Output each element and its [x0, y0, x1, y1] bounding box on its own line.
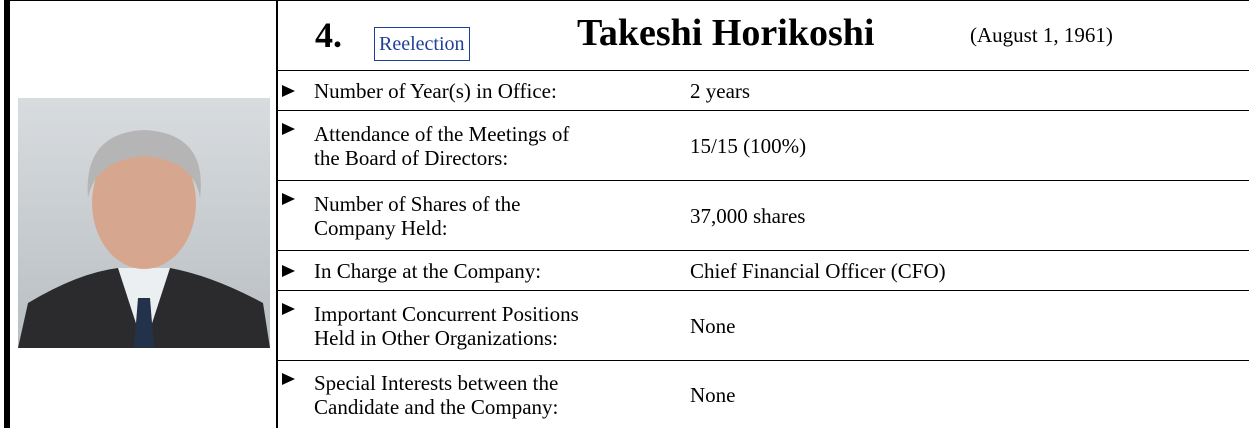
- arrow-icon: [282, 123, 295, 135]
- label-line: Special Interests between the: [314, 371, 684, 395]
- page: 4. Reelection Takeshi Horikoshi (August …: [0, 0, 1249, 428]
- label-line: Candidate and the Company:: [314, 395, 684, 419]
- label-line: Number of Shares of the: [314, 192, 684, 216]
- header: 4. Reelection Takeshi Horikoshi (August …: [277, 0, 1249, 70]
- reelection-tag: Reelection: [374, 27, 470, 61]
- row-value: 2 years: [690, 79, 750, 103]
- candidate-number: 4.: [315, 14, 342, 56]
- row-value: None: [690, 383, 736, 407]
- arrow-icon: [282, 193, 295, 205]
- arrow-icon: [282, 373, 295, 385]
- label-line: Number of Year(s) in Office:: [314, 79, 684, 103]
- row-value: Chief Financial Officer (CFO): [690, 259, 946, 283]
- row-value: None: [690, 314, 736, 338]
- left-bar: [4, 0, 10, 428]
- arrow-icon: [282, 265, 295, 277]
- label-line: Company Held:: [314, 216, 684, 240]
- arrow-icon: [282, 85, 295, 97]
- row-value: 37,000 shares: [690, 204, 805, 228]
- candidate-name: Takeshi Horikoshi: [577, 11, 874, 55]
- birth-date: (August 1, 1961): [970, 23, 1113, 48]
- label-line: Important Concurrent Positions: [314, 302, 684, 326]
- label-line: the Board of Directors:: [314, 146, 684, 170]
- row-value: 15/15 (100%): [690, 134, 806, 158]
- label-line: In Charge at the Company:: [314, 259, 684, 283]
- label-line: Held in Other Organizations:: [314, 326, 684, 350]
- row-label: In Charge at the Company:: [314, 259, 684, 283]
- portrait-photo: [18, 98, 270, 348]
- label-line: Attendance of the Meetings of: [314, 122, 684, 146]
- row-label: Number of Year(s) in Office:: [314, 79, 684, 103]
- table-row: Number of Year(s) in Office:2 years: [277, 70, 1249, 111]
- table-row: In Charge at the Company:Chief Financial…: [277, 250, 1249, 291]
- arrow-icon: [282, 303, 295, 315]
